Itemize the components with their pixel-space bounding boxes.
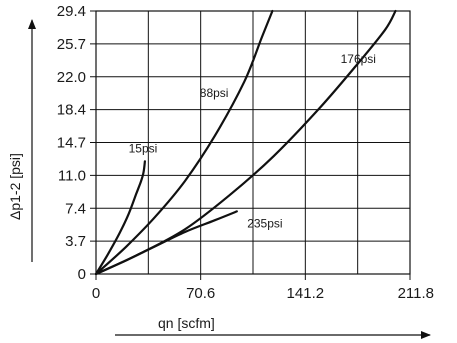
y-tick-label: 0 bbox=[78, 266, 86, 283]
y-tick-label: 25.7 bbox=[57, 36, 86, 53]
curve-label-15psi: 15psi bbox=[129, 141, 158, 155]
y-tick-label: 14.7 bbox=[57, 135, 86, 152]
curve-label-235psi: 235psi bbox=[247, 216, 282, 230]
y-axis-label: Δp1-2 [psi] bbox=[7, 153, 23, 220]
plot-frame bbox=[95, 10, 411, 275]
y-tick-label: 29.4 bbox=[57, 3, 86, 20]
y-tick-label: 22.0 bbox=[57, 69, 86, 86]
x-tick-label: 0 bbox=[92, 285, 100, 302]
x-tick-label: 141.2 bbox=[287, 285, 325, 302]
y-tick-label: 11.0 bbox=[58, 167, 86, 184]
curve-88psi bbox=[94, 9, 274, 276]
curve-label-88psi: 88psi bbox=[200, 86, 229, 100]
curve-labels: 15psi 88psi 176psi 235psi bbox=[129, 52, 376, 231]
x-tick-label: 70.6 bbox=[186, 285, 215, 302]
tick-labels: 0 3.7 7.4 11.0 14.7 18.4 22.0 25.7 29.4 0 70.6 141.… bbox=[57, 3, 434, 302]
curves bbox=[94, 9, 397, 276]
y-tick-label: 18.4 bbox=[57, 102, 86, 119]
curve-15psi bbox=[94, 160, 146, 276]
curve-235psi bbox=[94, 210, 238, 276]
x-tick-label: 211.8 bbox=[398, 285, 434, 302]
y-tick-label: 7.4 bbox=[65, 200, 86, 217]
curve-label-176psi: 176psi bbox=[341, 52, 376, 66]
y-tick-label: 3.7 bbox=[65, 233, 86, 250]
x-axis-label: qn [scfm] bbox=[158, 315, 215, 331]
